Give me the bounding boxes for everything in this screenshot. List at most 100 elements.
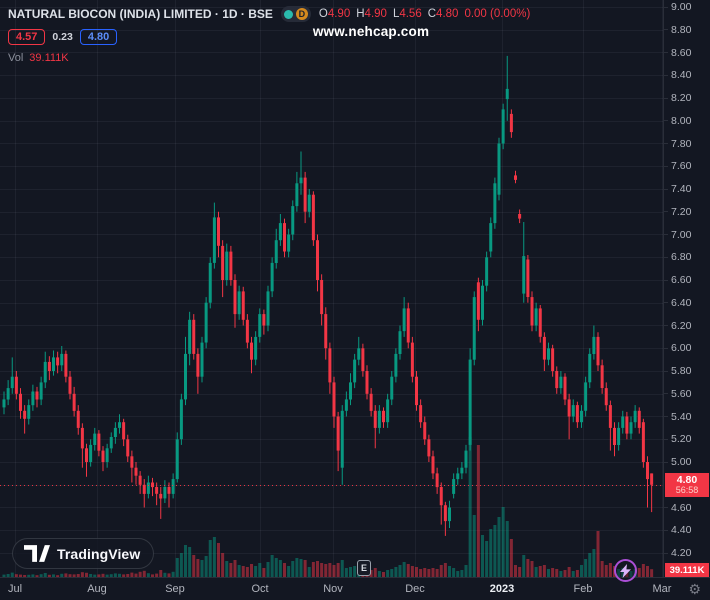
buy-price-button[interactable]: 4.80 xyxy=(79,29,118,45)
tradingview-logo-text: TradingView xyxy=(57,545,141,562)
volume-bar xyxy=(188,547,192,577)
volume-bar xyxy=(113,573,117,577)
volume-bar xyxy=(522,555,526,577)
price-axis-tick xyxy=(664,188,668,190)
candle xyxy=(328,348,332,383)
price-axis-label: 6.60 xyxy=(671,274,692,286)
volume-bar xyxy=(204,556,208,577)
price-axis-label: 8.20 xyxy=(671,92,692,104)
volume-bar xyxy=(332,565,336,577)
price-axis-label: 5.20 xyxy=(671,433,692,446)
candle xyxy=(584,382,588,411)
candle xyxy=(386,399,390,423)
candle xyxy=(151,482,154,488)
candle xyxy=(559,376,563,389)
volume-bar xyxy=(316,561,319,577)
time-axis-label: Jul xyxy=(7,583,23,595)
price-axis[interactable]: 4.80 56:58 39.111K 9.00 8.80 8.60 8.40 8.20 8… xyxy=(663,0,710,577)
symbol-title[interactable]: NATURAL BIOCON (INDIA) LIMITED · 1D · BS… xyxy=(8,7,273,21)
candle xyxy=(105,448,109,462)
candle xyxy=(641,422,645,462)
price-axis-label: 8.60 xyxy=(671,46,692,59)
candle xyxy=(93,433,97,445)
volume-bar xyxy=(31,574,35,577)
price-axis-label: 9.00 xyxy=(671,1,692,13)
price-axis-tick xyxy=(664,256,668,258)
volume-bar xyxy=(489,529,493,577)
price-axis-label: 8.40 xyxy=(671,69,692,82)
candle xyxy=(97,433,101,451)
chart-canvas[interactable] xyxy=(0,0,663,577)
volume-bar xyxy=(64,573,68,577)
candle xyxy=(340,410,344,468)
volume-bar xyxy=(600,561,604,577)
volume-bar xyxy=(89,574,93,577)
candlestick-chart[interactable] xyxy=(0,0,663,577)
volume-bar xyxy=(171,571,175,577)
volume-bar xyxy=(559,571,563,577)
volume-bar xyxy=(229,563,233,577)
candle xyxy=(163,487,167,499)
interval-toggle[interactable]: D xyxy=(280,6,311,22)
volume-bar xyxy=(596,531,600,577)
volume-bar xyxy=(299,559,303,577)
candle xyxy=(85,448,88,462)
low-value: 4.56 xyxy=(399,8,422,20)
volume-bar xyxy=(93,574,97,577)
volume-bar xyxy=(217,543,220,577)
candle xyxy=(60,353,64,366)
volume-bar xyxy=(39,574,43,577)
candle xyxy=(349,382,352,400)
price-axis-tick xyxy=(664,279,668,281)
volume-bar xyxy=(328,563,332,577)
candle xyxy=(518,214,522,219)
candle xyxy=(316,240,319,280)
candle xyxy=(542,336,546,360)
earnings-marker-badge[interactable]: E xyxy=(357,560,371,576)
candle xyxy=(344,399,348,411)
gear-icon[interactable]: ⚙ xyxy=(688,581,701,597)
volume-bar xyxy=(76,574,80,577)
candle xyxy=(534,308,538,326)
candle xyxy=(10,376,14,389)
high-value: 4.90 xyxy=(364,8,387,20)
volume-bar xyxy=(637,568,641,577)
volume-bar xyxy=(212,537,216,577)
candle xyxy=(514,175,517,180)
candle xyxy=(369,393,373,411)
volume-bar xyxy=(575,570,579,577)
candle xyxy=(43,361,47,383)
price-axis-tick xyxy=(664,74,668,76)
volume-bar xyxy=(509,539,513,577)
time-axis[interactable]: ⚙ Jul Aug Sep Oct Nov Dec 2023 Feb Mar xyxy=(0,577,710,600)
volume-bar xyxy=(138,571,142,577)
time-axis-label: Sep xyxy=(165,583,185,595)
volume-bar xyxy=(23,575,27,577)
price-axis-tick xyxy=(664,393,668,395)
last-price-tag: 4.80 56:58 xyxy=(665,473,709,497)
tradingview-logo[interactable]: TradingView xyxy=(12,538,155,569)
price-axis-tick xyxy=(664,29,668,31)
price-axis-tick xyxy=(664,302,668,304)
candle xyxy=(295,183,299,207)
volume-bar xyxy=(320,563,324,577)
volume-bar xyxy=(97,574,101,577)
candle xyxy=(52,357,55,371)
candle xyxy=(204,302,208,343)
volume-bar xyxy=(155,573,159,577)
candle xyxy=(23,410,27,419)
price-axis-tick xyxy=(664,552,668,554)
time-axis-label: Dec xyxy=(405,583,425,595)
lightning-marker-icon[interactable] xyxy=(614,559,637,582)
time-axis-label: Nov xyxy=(323,583,343,595)
candle xyxy=(64,353,68,377)
volume-bar xyxy=(258,563,262,577)
sell-price-button[interactable]: 4.57 xyxy=(8,29,46,45)
candle xyxy=(427,439,431,457)
candle xyxy=(101,450,105,462)
volume-bar xyxy=(349,567,352,577)
candle xyxy=(336,416,340,451)
volume-bar xyxy=(336,563,340,577)
candle xyxy=(555,371,559,389)
volume-bar xyxy=(505,521,509,577)
